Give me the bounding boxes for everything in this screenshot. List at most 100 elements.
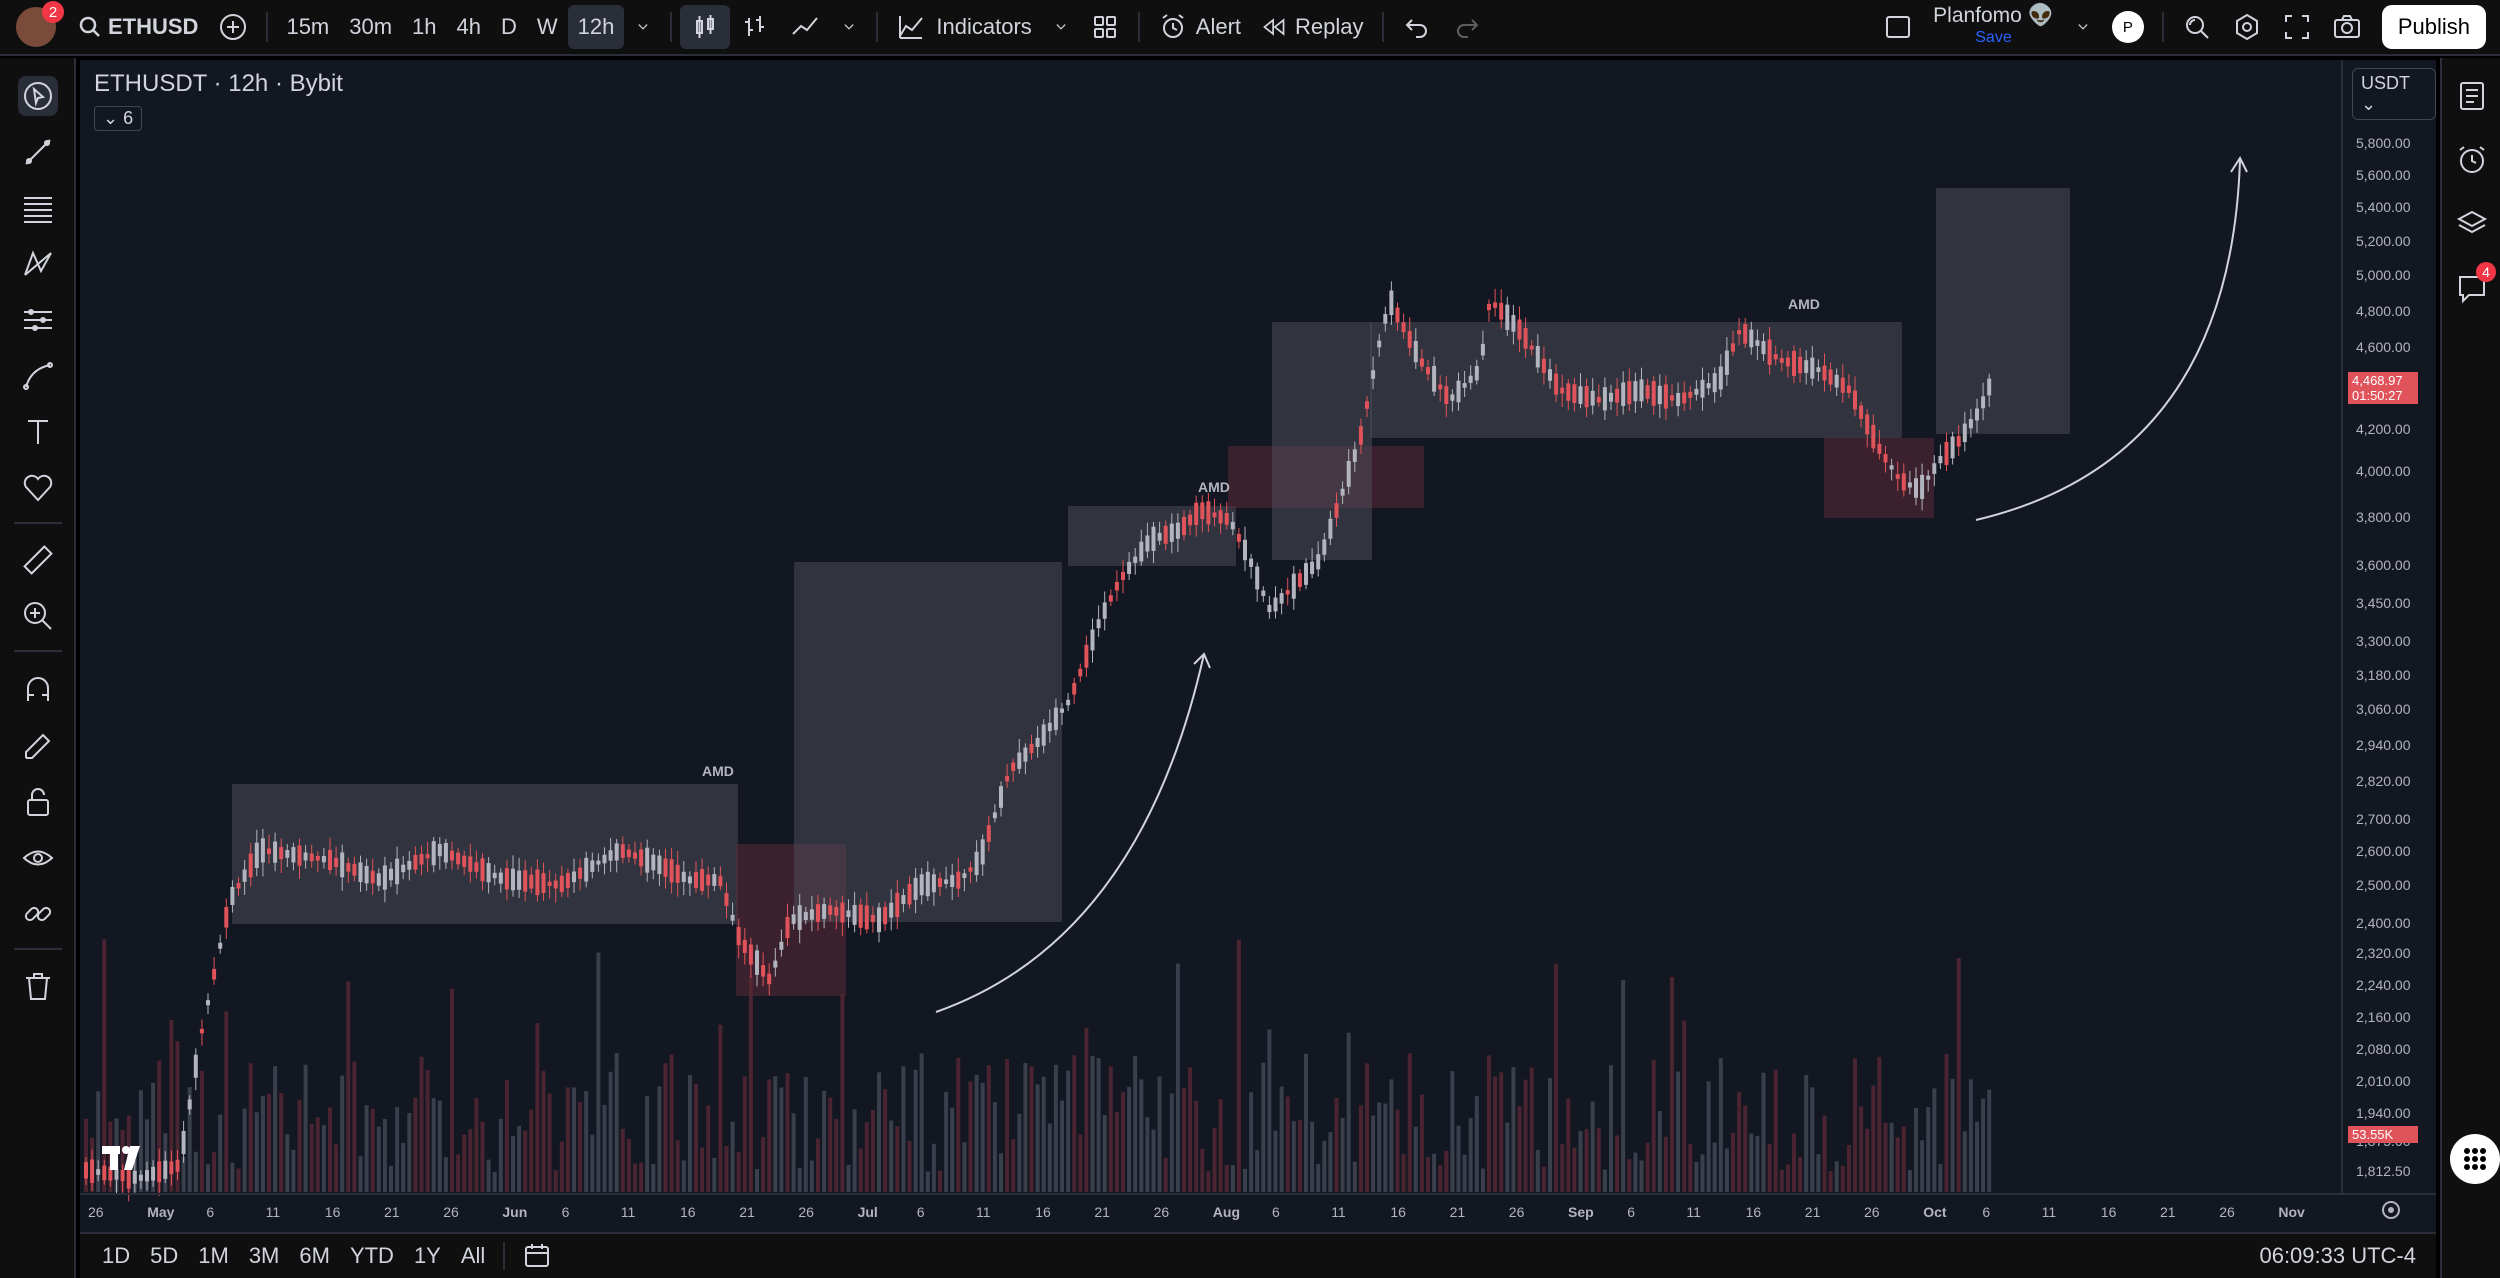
volume-bar [315, 1117, 320, 1192]
text-tool[interactable] [18, 412, 58, 452]
hide-drawings-tool[interactable] [18, 838, 58, 878]
pattern-tool[interactable] [18, 244, 58, 284]
volume-bar [273, 1066, 278, 1192]
time-settings-icon[interactable] [2382, 1201, 2400, 1219]
interval-30m[interactable]: 30m [349, 14, 393, 39]
fib-tool[interactable] [18, 188, 58, 228]
candle-body [1474, 366, 1479, 381]
indicators-button[interactable]: Indicators [886, 5, 1041, 49]
interval-12h[interactable]: 12h [567, 5, 625, 49]
candle-body [1657, 385, 1662, 405]
settings-button[interactable] [2222, 5, 2272, 49]
volume-bar [1291, 1121, 1296, 1192]
indicators-dropdown[interactable] [1042, 5, 1080, 49]
cursor-tool[interactable] [18, 76, 58, 116]
chart-pane[interactable]: AMD AMD AMD 26 May 6 11 16 21 26 Jun 6 11 16 21 26 Ju… [80, 60, 2436, 1240]
bottom-toolbar: 1D 5D 1M 3M 6M YTD 1Y All 06:09:33 UTC-4 [80, 1232, 2436, 1278]
volume-bar [931, 1143, 936, 1192]
magnet-tool[interactable] [18, 670, 58, 710]
price-tick: 3,800.00 [2356, 509, 2411, 525]
interval-w[interactable]: W [536, 14, 558, 39]
apps-button[interactable] [2450, 1134, 2500, 1184]
range-1d[interactable]: 1D [102, 1243, 131, 1268]
layout-dropdown[interactable] [2064, 5, 2102, 49]
interval-1h[interactable]: 1h [412, 14, 437, 39]
undo-button[interactable] [1392, 5, 1442, 49]
brush-tool[interactable] [18, 356, 58, 396]
interval-dropdown[interactable] [624, 5, 662, 49]
volume-bar [864, 1121, 869, 1192]
watchlist-button[interactable] [2452, 76, 2492, 116]
zoom-in-tool[interactable] [18, 596, 58, 636]
volume-bar [565, 1087, 570, 1192]
candle-body [547, 881, 552, 886]
pattern-icon [24, 250, 52, 276]
top-toolbar: 2 ETHUSD 15m 30m 1h 4h D W 12h Indicator… [0, 0, 2500, 56]
measure-tool[interactable] [18, 540, 58, 580]
chart-canvas[interactable]: AMD AMD AMD 26 May 6 11 16 21 26 Jun 6 11 16 21 26 Ju… [80, 60, 2436, 1240]
volume-bar [1804, 1074, 1809, 1192]
range-6m[interactable]: 6M [299, 1243, 330, 1268]
range-ytd[interactable]: YTD [349, 1243, 394, 1268]
amd-label-1: AMD [702, 763, 734, 779]
volume-bar [572, 1087, 576, 1192]
range-all[interactable]: All [460, 1243, 486, 1268]
currency-selector[interactable]: USDT ⌄ [2352, 68, 2436, 120]
chats-button[interactable]: 4 [2452, 262, 2496, 308]
quick-search-button[interactable] [2172, 5, 2222, 49]
indicator-toggle[interactable]: ⌄ 6 [94, 106, 143, 131]
clock[interactable]: 06:09:33 UTC-4 [2259, 1243, 2416, 1268]
user-avatar[interactable]: 2 [16, 1, 64, 47]
layout-checkbox[interactable] [1873, 5, 1923, 49]
publish-button[interactable]: Publish [2381, 5, 2486, 49]
profile-button[interactable]: P [2102, 5, 2154, 49]
goto-date-button[interactable] [513, 1242, 561, 1270]
time-axis[interactable]: 26 May 6 11 16 21 26 Jun 6 11 16 21 26 Jul 6 11 16 21 26 Au… [88, 1204, 2305, 1220]
candle-body [681, 871, 686, 882]
interval-d[interactable]: D [501, 14, 517, 39]
price-tick: 3,180.00 [2356, 667, 2411, 683]
volume-bar [870, 1109, 875, 1192]
alerts-panel-button[interactable] [2452, 140, 2492, 180]
redo-button[interactable] [1442, 5, 1492, 49]
candle-body [883, 906, 888, 925]
volume-bar [1407, 1053, 1412, 1192]
chart-legend-title[interactable]: ETHUSDT · 12h · Bybit [94, 70, 343, 97]
fullscreen-button[interactable] [2272, 5, 2322, 49]
sync-drawings-tool[interactable] [18, 894, 58, 934]
line-chart-type-button[interactable] [780, 5, 830, 49]
calendar-icon [525, 1244, 550, 1268]
alert-button[interactable]: Alert [1148, 5, 1251, 49]
volume-bar [1785, 1164, 1790, 1192]
drawing-mode-tool[interactable] [18, 726, 58, 766]
layout-name[interactable]: Planfomo 👽 Save [1923, 5, 2064, 49]
range-1y[interactable]: 1Y [413, 1243, 441, 1268]
tradingview-logo[interactable] [100, 1140, 150, 1176]
candle-body [1462, 383, 1467, 388]
screenshot-button[interactable] [2322, 5, 2372, 49]
forecast-tool[interactable] [18, 300, 58, 340]
candle-body [1133, 556, 1138, 563]
candles-chart-type-button[interactable] [680, 5, 731, 49]
lock-drawings-tool[interactable] [18, 782, 58, 822]
chart-type-dropdown[interactable] [830, 5, 868, 49]
icons-tool[interactable] [18, 468, 58, 508]
range-5d[interactable]: 5D [150, 1243, 179, 1268]
range-3m[interactable]: 3M [248, 1243, 280, 1268]
replay-button[interactable]: Replay [1251, 5, 1373, 49]
chevron-down-icon [2078, 24, 2088, 30]
bar-chart-type-button[interactable] [730, 5, 780, 49]
volume-bar [1096, 1058, 1101, 1192]
trend-line-tool[interactable] [18, 132, 58, 172]
compare-add-button[interactable] [208, 5, 258, 49]
price-axis[interactable]: 6,000.005,800.005,600.005,400.005,200.00… [2356, 105, 2411, 1179]
volume-bar [919, 1053, 924, 1192]
symbol-search[interactable]: ETHUSD [68, 5, 208, 49]
layout-grid-button[interactable] [1080, 5, 1130, 49]
remove-drawings-tool[interactable] [18, 966, 58, 1006]
interval-4h[interactable]: 4h [456, 14, 482, 39]
object-tree-button[interactable] [2452, 204, 2492, 244]
candle-body [1602, 387, 1607, 411]
range-1m[interactable]: 1M [198, 1243, 229, 1268]
interval-15m[interactable]: 15m [286, 14, 330, 39]
